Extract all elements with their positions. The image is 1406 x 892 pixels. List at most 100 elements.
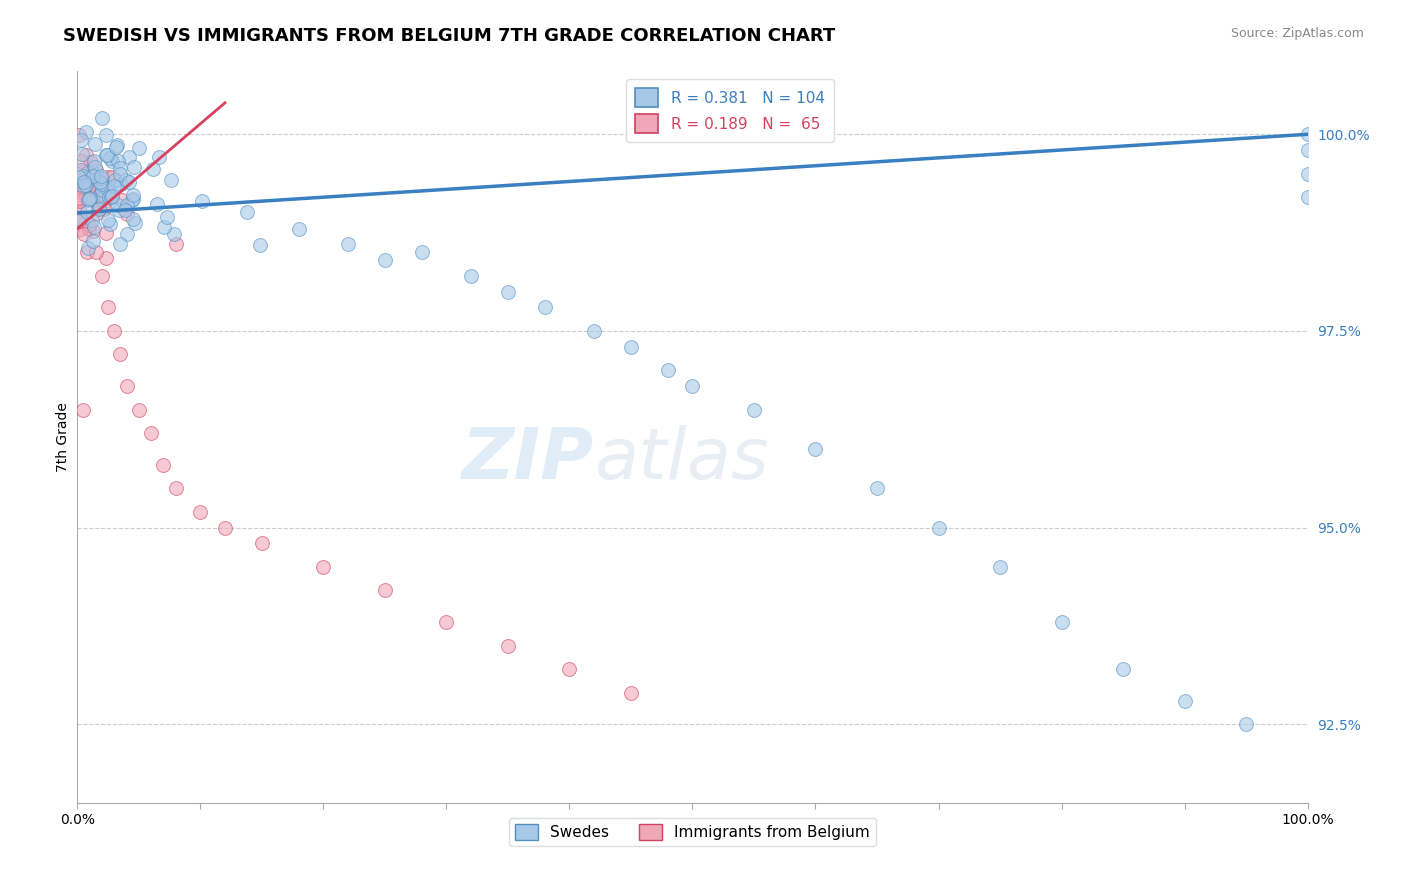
Point [82,190,104,204]
Point [104,173,127,187]
Point [159,173,181,187]
Point [1112,662,1135,676]
Point [128,140,150,154]
Point [96,181,118,195]
Point [121,192,143,206]
Point [76,205,98,219]
Point [1296,143,1319,157]
Point [337,237,360,252]
Point [98,151,121,165]
Point [115,379,138,393]
Point [72,402,94,417]
Point [83,219,105,234]
Point [110,236,132,251]
Point [583,324,606,338]
Point [83,154,105,169]
Point [96,226,118,240]
Point [1296,167,1319,181]
Point [105,140,128,154]
Point [86,172,108,186]
Point [190,194,212,208]
Point [97,190,120,204]
Point [91,196,114,211]
Point [69,222,91,236]
Point [928,520,950,534]
Point [115,227,138,241]
Point [86,201,108,215]
Point [90,111,112,125]
Point [70,133,93,147]
Point [107,153,129,168]
Point [620,686,643,700]
Point [73,178,96,193]
Point [75,178,97,192]
Point [121,188,143,202]
Point [80,155,103,169]
Point [70,153,93,168]
Point [374,253,396,268]
Point [67,185,90,199]
Point [67,169,90,184]
Point [124,216,146,230]
Point [69,212,91,227]
Point [103,324,125,338]
Point [188,505,212,519]
Point [89,175,111,189]
Point [97,212,120,227]
Point [108,167,131,181]
Point [70,165,93,179]
Point [103,178,125,193]
Point [82,169,104,183]
Point [67,128,90,142]
Point [82,189,104,203]
Point [496,639,519,653]
Point [84,245,107,260]
Point [148,150,170,164]
Point [460,268,482,283]
Y-axis label: 7th Grade: 7th Grade [56,402,70,472]
Point [84,136,107,151]
Point [79,192,101,206]
Point [866,481,889,495]
Point [94,128,117,143]
Point [534,301,557,315]
Point [72,169,94,183]
Point [77,181,100,195]
Point [411,245,433,260]
Point [114,173,136,187]
Point [657,363,679,377]
Point [69,194,91,208]
Legend: Swedes, Immigrants from Belgium: Swedes, Immigrants from Belgium [509,818,876,847]
Point [76,181,98,195]
Text: ZIP: ZIP [461,425,595,493]
Point [165,237,187,252]
Point [288,221,311,235]
Point [156,210,179,224]
Point [80,212,103,227]
Point [69,210,91,224]
Point [153,220,176,235]
Point [76,172,98,186]
Point [142,161,165,176]
Point [110,347,132,361]
Point [110,178,132,192]
Point [82,234,104,248]
Point [87,202,110,216]
Point [250,536,273,550]
Point [73,227,96,241]
Point [69,193,91,207]
Point [67,174,90,188]
Point [93,202,115,217]
Point [94,252,117,266]
Point [97,170,120,185]
Point [67,214,90,228]
Point [128,402,150,417]
Point [90,170,112,185]
Point [77,193,100,207]
Point [70,162,93,177]
Point [1296,128,1319,142]
Point [141,426,163,441]
Point [101,189,124,203]
Point [118,150,141,164]
Point [96,148,118,162]
